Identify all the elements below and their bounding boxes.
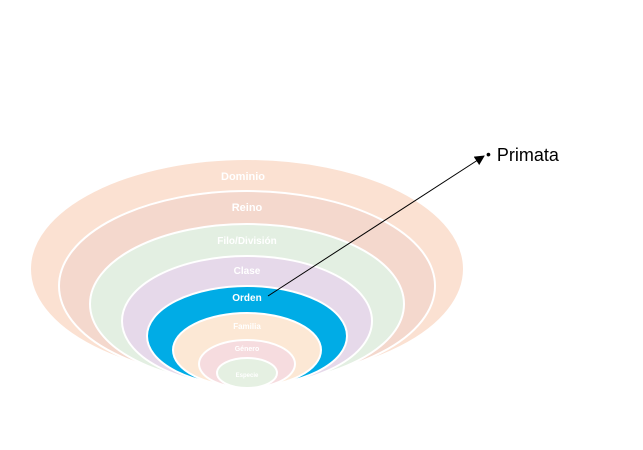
callout-primata: • Primata xyxy=(486,145,559,166)
level-label-dominio: Dominio xyxy=(221,171,265,183)
level-label-genero: Género xyxy=(235,346,260,353)
callout-text: Primata xyxy=(496,145,559,165)
level-label-clase: Clase xyxy=(234,266,261,277)
level-label-filo-division: Filo/División xyxy=(217,236,276,247)
level-label-especie: Especie xyxy=(236,373,259,379)
callout-arrow xyxy=(267,155,485,297)
bullet-icon: • xyxy=(486,146,491,162)
level-label-orden: Orden xyxy=(232,293,261,304)
level-label-familia: Familia xyxy=(233,322,261,331)
ring-especie xyxy=(216,357,278,389)
level-label-reino: Reino xyxy=(232,202,263,214)
